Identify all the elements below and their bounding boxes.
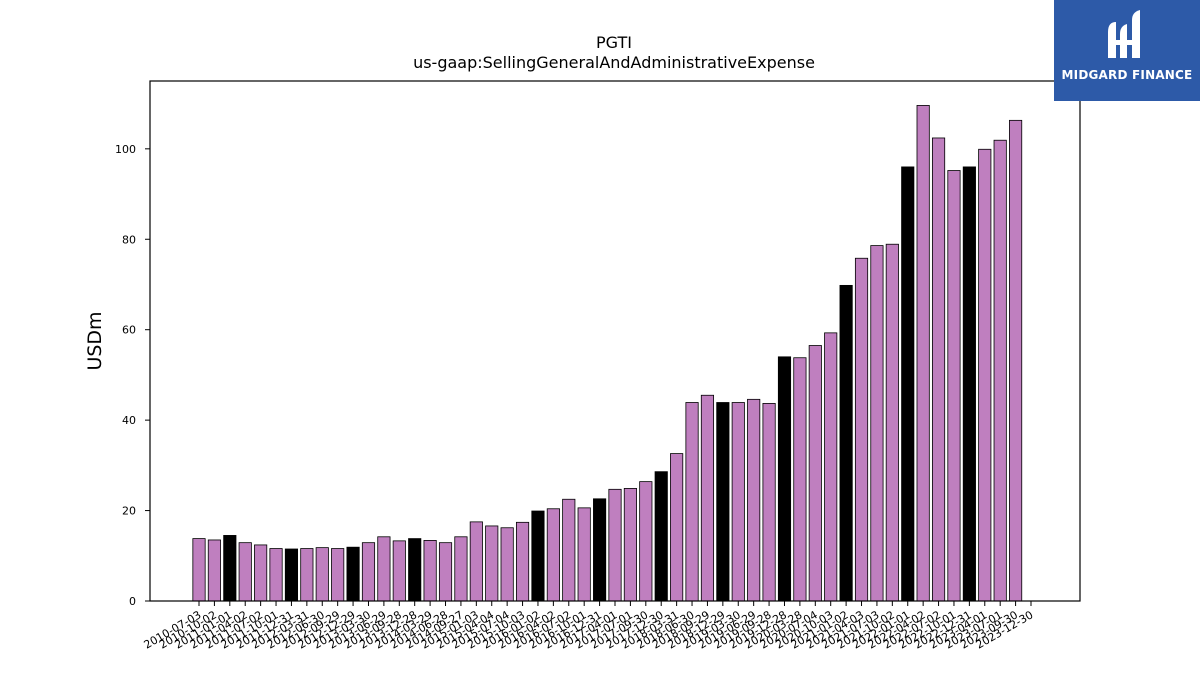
bar-2022-04-02	[916, 105, 930, 602]
bar-2014-09-27	[454, 536, 468, 602]
midgard-logo-icon	[1108, 10, 1140, 58]
bar-2011-04-02	[238, 542, 252, 602]
bar-2016-10-01	[577, 507, 591, 602]
bar-2010-07-03	[192, 538, 206, 602]
bar-2011-01-01	[223, 535, 237, 602]
bar-2012-12-29	[346, 546, 360, 602]
bar-2023-04-01	[978, 148, 992, 602]
bar-2021-01-02	[839, 284, 853, 602]
brand-logo: MIDGARD FINANCE	[1054, 0, 1200, 101]
bar-2019-03-30	[731, 402, 745, 602]
bar-2020-03-28	[793, 357, 807, 602]
bar-2015-10-03	[515, 521, 530, 602]
bar-2012-09-29	[331, 548, 345, 602]
bar-2021-10-02	[885, 243, 899, 602]
bar-2023-07-01	[993, 139, 1007, 602]
bar-2019-09-28	[762, 402, 776, 602]
bar-2013-12-28	[408, 538, 422, 602]
bar-2022-01-01	[901, 166, 915, 602]
bar-2021-07-03	[870, 245, 884, 602]
bar-2022-12-31	[962, 166, 976, 602]
bar-2022-10-01	[947, 170, 961, 602]
bar-2015-04-04	[485, 525, 499, 602]
bar-2014-06-28	[438, 542, 453, 602]
bar-2018-09-29	[700, 394, 715, 602]
bar-2020-07-04	[808, 345, 822, 602]
bar-2019-06-29	[747, 398, 761, 602]
bar-2012-03-31	[300, 548, 314, 602]
plot-frame	[149, 80, 1081, 602]
bar-2021-04-03	[854, 257, 869, 602]
x-axis: 2010-07-032010-10-022011-01-012011-04-02…	[142, 601, 1036, 652]
bar-2016-04-02	[546, 508, 560, 602]
bar-2023-09-30	[1009, 119, 1023, 602]
bar-2017-09-30	[639, 481, 653, 602]
bar-2017-04-01	[608, 488, 622, 602]
y-tick-label: 0	[129, 595, 136, 608]
y-tick-label: 60	[122, 324, 136, 337]
bar-2016-12-31	[593, 498, 607, 602]
bar-2013-06-29	[377, 536, 391, 602]
bar-2015-01-03	[469, 521, 483, 602]
bar-2013-09-28	[392, 540, 406, 602]
bar-2019-12-28	[777, 356, 792, 602]
chart-title: PGTI	[596, 33, 632, 52]
bar-2010-10-02	[207, 539, 221, 602]
bar-2017-12-30	[654, 471, 668, 602]
bar-2018-03-31	[670, 453, 684, 602]
bar-2020-10-03	[824, 332, 838, 602]
bar-2011-12-31	[284, 548, 299, 602]
bar-2011-10-01	[269, 548, 283, 602]
bar-2015-07-04	[500, 527, 514, 602]
y-tick-label: 40	[122, 414, 136, 427]
y-tick-label: 80	[122, 233, 136, 246]
bar-2012-06-30	[315, 547, 329, 602]
y-tick-label: 20	[122, 505, 136, 518]
bar-2011-07-02	[254, 544, 268, 602]
bar-2022-07-02	[931, 137, 946, 602]
bar-2014-03-29	[423, 540, 437, 602]
chart-subtitle: us-gaap:SellingGeneralAndAdministrativeE…	[413, 53, 815, 72]
bars-group	[192, 105, 1023, 602]
y-axis: 0 20 40 60 80 100	[115, 143, 150, 608]
bar-2018-12-29	[716, 402, 730, 602]
brand-name: MIDGARD FINANCE	[1061, 68, 1193, 82]
bar-2018-06-30	[685, 402, 699, 602]
bar-2013-03-30	[361, 542, 376, 602]
y-tick-label: 100	[115, 143, 136, 156]
bar-2017-07-01	[623, 488, 637, 602]
bar-2016-07-02	[562, 498, 576, 602]
y-axis-label: USDm	[84, 311, 106, 370]
bar-2016-01-02	[531, 510, 545, 602]
